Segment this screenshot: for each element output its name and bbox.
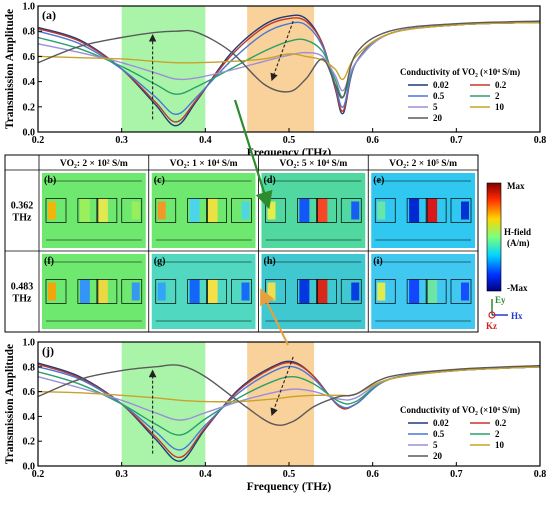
x-tick-label: 0.2: [32, 135, 45, 146]
y-tick-label: 0.6: [23, 387, 36, 398]
y-tick-label: 0.6: [23, 52, 36, 63]
legend-title: Conductivity of VO₂ (×10⁴ S/m): [400, 67, 520, 77]
highlight-band: [247, 342, 315, 466]
kz-label: Kz: [486, 321, 497, 331]
row-label-unit: THz: [13, 294, 32, 305]
legend-entry-2: 2: [495, 429, 500, 439]
x-tick-label: 0.6: [366, 135, 379, 146]
legend: Conductivity of VO₂ (×10⁴ S/m) 0.02 0.2 0.5…: [400, 67, 520, 123]
panel-label: (j): [42, 344, 54, 358]
y-axis-label: Transmission Amplitude: [4, 344, 16, 464]
map-panel-label: (g): [154, 256, 166, 267]
map-panel-label: (i): [373, 256, 382, 267]
map-panel-label: (c): [154, 175, 165, 186]
x-tick-label: 0.4: [199, 469, 212, 480]
x-tick-label: 0.6: [366, 469, 379, 480]
map-panel-label: (d): [264, 175, 276, 186]
legend-entry-0.02: 0.02: [433, 418, 449, 428]
y-tick-label: 0.4: [23, 77, 36, 88]
x-tick-label: 0.7: [450, 135, 463, 146]
column-title: VO₂: 2 × 10² S/m: [60, 159, 128, 169]
map-panel-label: (b): [44, 175, 56, 186]
y-tick-label: 0.8: [23, 362, 36, 373]
x-tick-label: 0.3: [115, 135, 128, 146]
y-tick-label: 0.2: [23, 437, 36, 448]
x-tick-label: 0.5: [283, 469, 296, 480]
colorbar-label: H-field: [504, 227, 531, 237]
y-tick-label: 1.0: [23, 338, 36, 349]
chart-a: 0.2 0.3 0.4 0.5 0.6 0.7 0.80.00.20.40.60.81.0F…: [4, 2, 546, 160]
series-line-20: [37, 364, 541, 426]
y-tick-label: 0.8: [23, 27, 36, 38]
legend-entry-0.02: 0.02: [433, 80, 449, 90]
connector-arrow-green: [233, 99, 273, 210]
row-label-unit: THz: [13, 213, 32, 224]
x-tick-label: 0.8: [534, 135, 547, 146]
hx-label: Hx: [511, 311, 523, 321]
y-tick-label: 0.0: [23, 128, 36, 139]
legend-entry-20: 20: [433, 113, 443, 123]
x-axis-label: Frequency (THz): [247, 481, 332, 493]
map-panel-label: (e): [373, 175, 384, 186]
x-tick-label: 0.7: [450, 469, 463, 480]
y-axis-label: Transmission Amplitude: [4, 9, 16, 129]
legend: Conductivity of VO₂ (×10⁴ S/m) 0.02 0.2 0.5…: [400, 405, 520, 461]
x-tick-label: 0.2: [32, 469, 45, 480]
series-line-5: [37, 21, 541, 92]
series-line-20: [37, 20, 541, 99]
y-tick-label: 0.0: [23, 462, 36, 473]
legend-entry-0.2: 0.2: [495, 418, 507, 428]
field-map-grid: VO₂: 2 × 10² S/m VO₂: 1 × 10⁴ S/m VO₂: 5 ×…: [4, 154, 531, 333]
map-panel-label: (f): [44, 256, 54, 267]
field-map-b: (b): [42, 173, 146, 248]
legend-entry-5: 5: [433, 440, 438, 450]
legend-entry-20: 20: [433, 451, 443, 461]
x-tick-label: 0.5: [283, 135, 296, 146]
field-map-h: (h): [261, 254, 366, 329]
highlight-band: [247, 6, 315, 132]
ey-label: Ey: [495, 295, 506, 305]
field-map-d: (d): [261, 173, 366, 248]
trend-arrow-down: [270, 20, 294, 82]
x-tick-label: 0.8: [534, 469, 547, 480]
colorbar-unit: (A/m): [507, 238, 530, 248]
legend-entry-10: 10: [495, 440, 505, 450]
row-label-value: 0.362: [11, 201, 34, 212]
field-map-i: (i): [371, 254, 475, 329]
legend-entry-0.2: 0.2: [495, 80, 507, 90]
series-line-10: [37, 21, 541, 81]
highlight-band: [121, 6, 206, 132]
field-map-f: (f): [42, 254, 146, 329]
column-title: VO₂: 1 × 10⁴ S/m: [170, 159, 238, 169]
column-title: VO₂: 2 × 10⁵ S/m: [389, 159, 457, 169]
trend-arrow-down: [270, 356, 294, 416]
colorbar: [486, 182, 502, 292]
row-label-value: 0.483: [11, 282, 34, 293]
field-map-e: (e): [371, 173, 475, 248]
legend-title: Conductivity of VO₂ (×10⁴ S/m): [400, 405, 520, 415]
legend-entry-2: 2: [495, 91, 500, 101]
series-line-10: [37, 366, 541, 403]
field-map-c: (c): [151, 173, 256, 248]
colorbar-max: Max: [507, 181, 525, 191]
panel-label: (a): [42, 8, 56, 22]
field-map-g: (g): [151, 254, 256, 329]
x-tick-label: 0.4: [199, 135, 212, 146]
legend-entry-10: 10: [495, 102, 505, 112]
legend-entry-5: 5: [433, 102, 438, 112]
legend-entry-0.5: 0.5: [433, 429, 445, 439]
map-panel-label: (h): [264, 256, 276, 267]
column-title: VO₂: 5 × 10⁴ S/m: [279, 159, 347, 169]
chart-j: 0.2 0.3 0.4 0.5 0.6 0.7 0.80.00.20.40.60.81.0F…: [4, 338, 546, 494]
legend-entry-0.5: 0.5: [433, 91, 445, 101]
connector-arrow-orange: [260, 288, 289, 346]
kz-axis-marker: [488, 311, 496, 319]
x-tick-label: 0.3: [115, 469, 128, 480]
y-tick-label: 0.2: [23, 102, 36, 113]
y-tick-label: 1.0: [23, 2, 36, 13]
y-tick-label: 0.4: [23, 412, 36, 423]
colorbar-min: -Max: [507, 283, 528, 293]
